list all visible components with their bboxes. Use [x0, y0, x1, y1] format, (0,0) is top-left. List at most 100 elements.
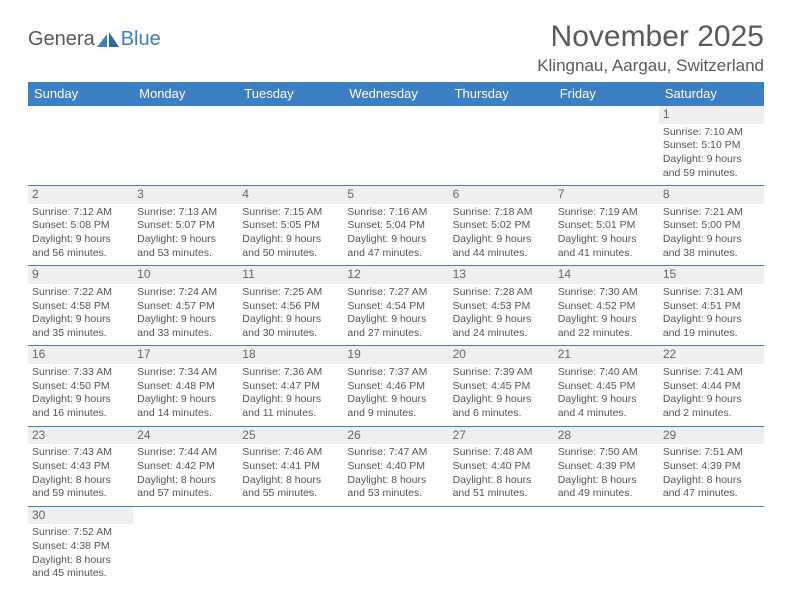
calendar-week-row: 23Sunrise: 7:43 AMSunset: 4:43 PMDayligh… [28, 426, 764, 506]
sunrise-text: Sunrise: 7:13 AM [137, 206, 234, 220]
sunset-text: Sunset: 4:45 PM [453, 380, 550, 394]
calendar-day-cell: 3Sunrise: 7:13 AMSunset: 5:07 PMDaylight… [133, 186, 238, 266]
daylight-text: Daylight: 9 hours and 53 minutes. [137, 233, 234, 260]
sunrise-text: Sunrise: 7:22 AM [32, 286, 129, 300]
sunset-text: Sunset: 4:46 PM [347, 380, 444, 394]
daylight-text: Daylight: 8 hours and 47 minutes. [663, 474, 760, 501]
sunrise-text: Sunrise: 7:30 AM [558, 286, 655, 300]
sunrise-text: Sunrise: 7:37 AM [347, 366, 444, 380]
sunset-text: Sunset: 4:58 PM [32, 300, 129, 314]
sunrise-text: Sunrise: 7:40 AM [558, 366, 655, 380]
daylight-text: Daylight: 8 hours and 55 minutes. [242, 474, 339, 501]
day-number: 21 [554, 346, 659, 364]
calendar-week-row: 1Sunrise: 7:10 AMSunset: 5:10 PMDaylight… [28, 106, 764, 186]
calendar-day-cell [133, 506, 238, 586]
sunrise-text: Sunrise: 7:48 AM [453, 446, 550, 460]
day-number: 29 [659, 427, 764, 445]
daylight-text: Daylight: 9 hours and 30 minutes. [242, 313, 339, 340]
calendar-table: Sunday Monday Tuesday Wednesday Thursday… [28, 82, 764, 586]
sunrise-text: Sunrise: 7:50 AM [558, 446, 655, 460]
calendar-day-cell: 29Sunrise: 7:51 AMSunset: 4:39 PMDayligh… [659, 426, 764, 506]
calendar-day-cell [28, 106, 133, 186]
calendar-day-cell: 16Sunrise: 7:33 AMSunset: 4:50 PMDayligh… [28, 346, 133, 426]
sunrise-text: Sunrise: 7:43 AM [32, 446, 129, 460]
header: Genera Blue November 2025 Klingnau, Aarg… [28, 20, 764, 76]
day-number: 26 [343, 427, 448, 445]
day-number: 8 [659, 186, 764, 204]
sunset-text: Sunset: 4:51 PM [663, 300, 760, 314]
day-number: 24 [133, 427, 238, 445]
weekday-header-row: Sunday Monday Tuesday Wednesday Thursday… [28, 82, 764, 106]
sunrise-text: Sunrise: 7:39 AM [453, 366, 550, 380]
title-block: November 2025 Klingnau, Aargau, Switzerl… [537, 20, 764, 76]
calendar-day-cell [343, 506, 448, 586]
calendar-day-cell: 19Sunrise: 7:37 AMSunset: 4:46 PMDayligh… [343, 346, 448, 426]
sunset-text: Sunset: 4:39 PM [663, 460, 760, 474]
day-number: 7 [554, 186, 659, 204]
day-number: 4 [238, 186, 343, 204]
weekday-header: Sunday [28, 82, 133, 106]
calendar-day-cell: 1Sunrise: 7:10 AMSunset: 5:10 PMDaylight… [659, 106, 764, 186]
daylight-text: Daylight: 9 hours and 47 minutes. [347, 233, 444, 260]
calendar-day-cell [554, 106, 659, 186]
calendar-day-cell: 10Sunrise: 7:24 AMSunset: 4:57 PMDayligh… [133, 266, 238, 346]
calendar-day-cell: 15Sunrise: 7:31 AMSunset: 4:51 PMDayligh… [659, 266, 764, 346]
sunrise-text: Sunrise: 7:44 AM [137, 446, 234, 460]
day-number: 2 [28, 186, 133, 204]
daylight-text: Daylight: 9 hours and 2 minutes. [663, 393, 760, 420]
day-number: 18 [238, 346, 343, 364]
calendar-day-cell: 5Sunrise: 7:16 AMSunset: 5:04 PMDaylight… [343, 186, 448, 266]
sunset-text: Sunset: 4:40 PM [453, 460, 550, 474]
sunrise-text: Sunrise: 7:19 AM [558, 206, 655, 220]
calendar-day-cell: 22Sunrise: 7:41 AMSunset: 4:44 PMDayligh… [659, 346, 764, 426]
sunset-text: Sunset: 5:01 PM [558, 219, 655, 233]
weekday-header: Wednesday [343, 82, 448, 106]
calendar-day-cell: 4Sunrise: 7:15 AMSunset: 5:05 PMDaylight… [238, 186, 343, 266]
daylight-text: Daylight: 9 hours and 24 minutes. [453, 313, 550, 340]
sunset-text: Sunset: 4:50 PM [32, 380, 129, 394]
day-number: 20 [449, 346, 554, 364]
weekday-header: Saturday [659, 82, 764, 106]
day-number: 22 [659, 346, 764, 364]
sunset-text: Sunset: 4:52 PM [558, 300, 655, 314]
sunset-text: Sunset: 4:53 PM [453, 300, 550, 314]
sunrise-text: Sunrise: 7:33 AM [32, 366, 129, 380]
sunset-text: Sunset: 4:57 PM [137, 300, 234, 314]
day-number: 14 [554, 266, 659, 284]
calendar-week-row: 2Sunrise: 7:12 AMSunset: 5:08 PMDaylight… [28, 186, 764, 266]
day-number: 16 [28, 346, 133, 364]
month-title: November 2025 [537, 20, 764, 54]
sunset-text: Sunset: 5:00 PM [663, 219, 760, 233]
daylight-text: Daylight: 9 hours and 9 minutes. [347, 393, 444, 420]
daylight-text: Daylight: 9 hours and 33 minutes. [137, 313, 234, 340]
day-number: 15 [659, 266, 764, 284]
sunrise-text: Sunrise: 7:27 AM [347, 286, 444, 300]
sunrise-text: Sunrise: 7:10 AM [663, 126, 760, 140]
calendar-day-cell: 7Sunrise: 7:19 AMSunset: 5:01 PMDaylight… [554, 186, 659, 266]
daylight-text: Daylight: 9 hours and 44 minutes. [453, 233, 550, 260]
daylight-text: Daylight: 9 hours and 14 minutes. [137, 393, 234, 420]
daylight-text: Daylight: 9 hours and 27 minutes. [347, 313, 444, 340]
calendar-day-cell: 25Sunrise: 7:46 AMSunset: 4:41 PMDayligh… [238, 426, 343, 506]
sunset-text: Sunset: 5:02 PM [453, 219, 550, 233]
calendar-day-cell: 2Sunrise: 7:12 AMSunset: 5:08 PMDaylight… [28, 186, 133, 266]
day-number: 17 [133, 346, 238, 364]
calendar-day-cell: 20Sunrise: 7:39 AMSunset: 4:45 PMDayligh… [449, 346, 554, 426]
sunset-text: Sunset: 5:05 PM [242, 219, 339, 233]
sunrise-text: Sunrise: 7:28 AM [453, 286, 550, 300]
sunset-text: Sunset: 5:10 PM [663, 139, 760, 153]
calendar-day-cell: 24Sunrise: 7:44 AMSunset: 4:42 PMDayligh… [133, 426, 238, 506]
weekday-header: Thursday [449, 82, 554, 106]
calendar-day-cell: 13Sunrise: 7:28 AMSunset: 4:53 PMDayligh… [449, 266, 554, 346]
day-number: 30 [28, 507, 133, 525]
day-number: 12 [343, 266, 448, 284]
sunrise-text: Sunrise: 7:51 AM [663, 446, 760, 460]
daylight-text: Daylight: 8 hours and 57 minutes. [137, 474, 234, 501]
sunset-text: Sunset: 4:44 PM [663, 380, 760, 394]
sunrise-text: Sunrise: 7:12 AM [32, 206, 129, 220]
weekday-header: Friday [554, 82, 659, 106]
logo-text-blue: Blue [121, 28, 161, 51]
calendar-day-cell: 14Sunrise: 7:30 AMSunset: 4:52 PMDayligh… [554, 266, 659, 346]
day-number: 1 [659, 106, 764, 124]
sunrise-text: Sunrise: 7:52 AM [32, 526, 129, 540]
